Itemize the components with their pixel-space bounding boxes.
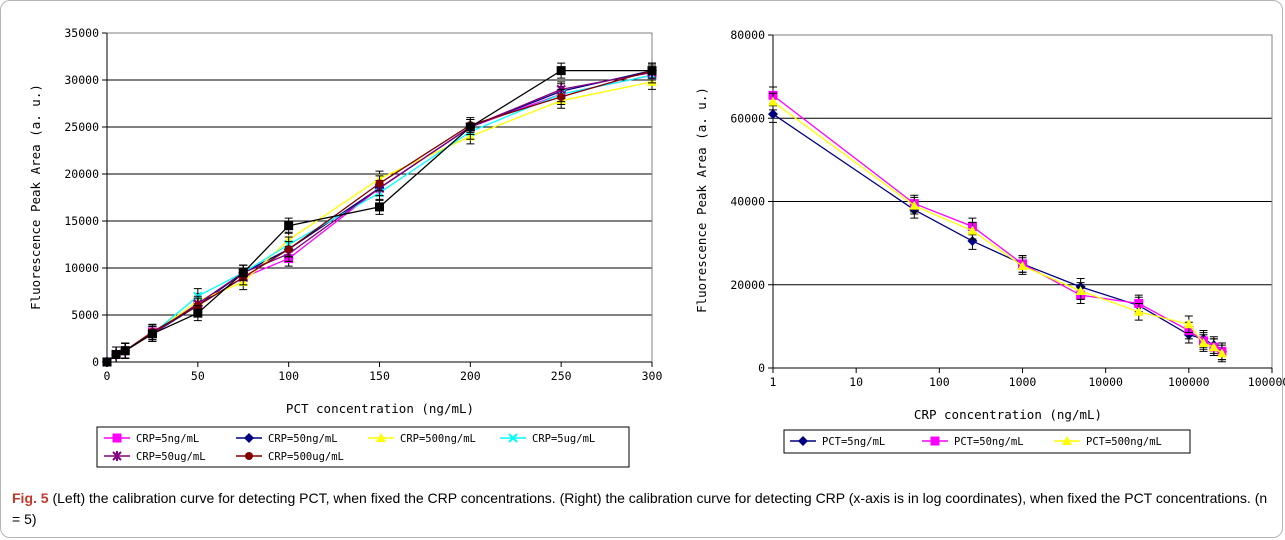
data-point — [238, 268, 248, 278]
data-point — [1198, 338, 1209, 348]
data-point — [1017, 261, 1028, 271]
x-tick-label: 250 — [551, 369, 572, 383]
data-point — [120, 346, 130, 356]
data-point — [284, 245, 293, 254]
legend-swatch-marker — [798, 436, 808, 446]
y-tick-label: 20000 — [730, 278, 765, 292]
legend-label: CRP=500ng/mL — [400, 433, 476, 445]
x-tick-label: 100 — [929, 375, 950, 389]
series-line — [772, 94, 1223, 352]
x-tick-label: 1000 — [1009, 375, 1037, 389]
legend-swatch-marker — [930, 436, 940, 446]
right-x-axis-label: CRP concentration (ng/mL) — [914, 407, 1102, 422]
data-point — [111, 349, 121, 359]
right-plot-area: 0 20000 40000 60000 80000 1 10 100 1000 10000 1000… — [730, 28, 1285, 389]
x-tick-label: 150 — [369, 369, 390, 383]
caption-label: Fig. 5 — [12, 490, 49, 506]
y-tick-label: 5000 — [71, 308, 99, 322]
y-tick-label: 0 — [758, 361, 765, 375]
legend-swatch-marker — [376, 433, 386, 442]
data-point — [768, 109, 778, 120]
y-tick-label: 10000 — [64, 261, 99, 275]
left-x-axis-label: PCT concentration (ng/mL) — [286, 401, 474, 416]
legend-label: CRP=5ug/mL — [532, 433, 595, 445]
x-tick-label: 300 — [642, 369, 663, 383]
series-3 — [768, 92, 1227, 363]
x-tick-label: 100000 — [1168, 375, 1210, 389]
data-point — [909, 200, 920, 210]
y-tick-label: 40000 — [730, 195, 765, 209]
legend-label: CRP=50ug/mL — [136, 451, 206, 463]
data-point — [147, 329, 157, 339]
data-point — [557, 92, 566, 101]
right-y-axis-label: Fluorescence Peak Area (a. u.) — [694, 87, 709, 313]
data-point — [465, 122, 475, 132]
y-tick-label: 35000 — [64, 26, 99, 40]
x-tick-label: 10000 — [1088, 375, 1123, 389]
data-point — [1075, 285, 1086, 295]
series-line — [772, 101, 1223, 354]
data-point — [375, 202, 384, 212]
legend-label: PCT=500ng/mL — [1086, 436, 1162, 448]
legend-swatch-marker — [112, 433, 122, 443]
y-tick-label: 25000 — [64, 120, 99, 134]
data-point — [284, 221, 294, 231]
legend-swatch-marker — [508, 433, 518, 443]
left-plot-area: 0 5000 10000 15000 20000 25000 30000 35000 0 50 10… — [64, 26, 662, 383]
x-tick-label: 10 — [849, 375, 863, 389]
data-point — [1133, 306, 1144, 316]
data-point — [647, 66, 657, 76]
right-legend-box — [783, 429, 1191, 454]
data-point — [967, 225, 978, 235]
x-tick-label: 1000000 — [1248, 375, 1285, 389]
series-7 — [102, 62, 657, 367]
data-point — [375, 179, 384, 188]
legend-label: PCT=5ng/mL — [822, 436, 885, 448]
figure-caption: Fig. 5 (Left) the calibration curve for … — [12, 488, 1274, 530]
data-point — [102, 357, 112, 367]
caption-text: (Left) the calibration curve for detecti… — [12, 490, 1268, 527]
y-tick-label: 80000 — [730, 28, 765, 42]
y-tick-label: 0 — [92, 355, 99, 369]
legend-swatch-marker — [112, 451, 122, 461]
legend-label: PCT=50ng/mL — [954, 436, 1024, 448]
data-point — [1183, 319, 1194, 329]
left-y-axis-label: Fluorescence Peak Area (a. u.) — [28, 84, 43, 310]
y-tick-label: 15000 — [64, 214, 99, 228]
series-2 — [768, 86, 1227, 361]
data-point — [768, 96, 778, 106]
data-point — [193, 308, 203, 318]
legend-label: CRP=5ng/mL — [136, 433, 199, 445]
left-legend-box — [96, 426, 630, 468]
x-tick-label: 0 — [104, 369, 111, 383]
legend-swatch-marker — [1062, 436, 1072, 445]
data-point — [1216, 348, 1227, 358]
data-point — [556, 66, 566, 76]
y-tick-label: 60000 — [730, 111, 765, 125]
legend-swatch-marker — [244, 433, 254, 443]
legend-label: CRP=50ng/mL — [268, 433, 338, 445]
y-tick-label: 30000 — [64, 73, 99, 87]
y-tick-label: 20000 — [64, 167, 99, 181]
x-tick-label: 200 — [460, 369, 481, 383]
x-tick-label: 50 — [191, 369, 205, 383]
series-line — [772, 113, 1223, 352]
data-point — [1208, 342, 1219, 352]
x-tick-label: 100 — [278, 369, 299, 383]
legend-swatch-marker — [245, 452, 253, 460]
x-tick-label: 1 — [770, 375, 777, 389]
legend-label: CRP=500ug/mL — [268, 451, 344, 463]
